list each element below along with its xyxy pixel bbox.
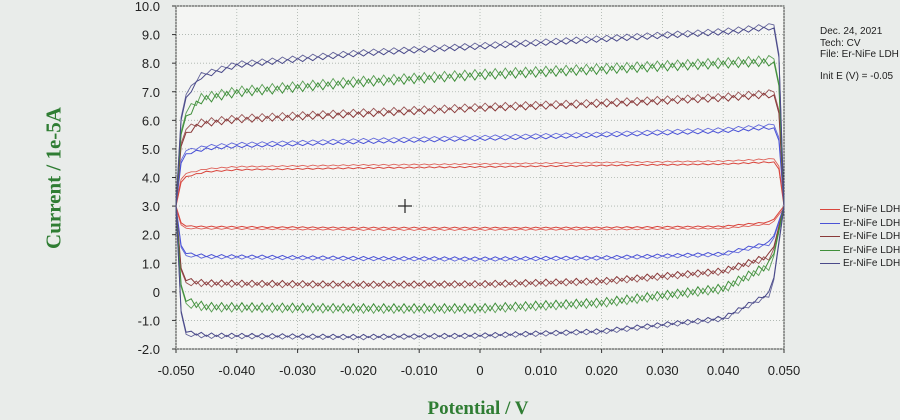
y-tick-label: 8.0 xyxy=(142,56,160,71)
cv-series xyxy=(175,158,785,231)
x-tick-label: 0.030 xyxy=(646,363,679,378)
legend-swatch xyxy=(820,249,840,251)
x-tick-label: 0.040 xyxy=(707,363,740,378)
y-tick-label: 10.0 xyxy=(135,0,160,14)
cv-series xyxy=(175,89,785,290)
info-parameters: Init E (V) = -0.05High E (V) = 0.05Low E… xyxy=(820,71,900,83)
legend-label: Er-NiFe LDH xyxy=(843,244,900,256)
info-date: Dec. 24, 2021 xyxy=(820,26,883,37)
x-tick-label: -0.050 xyxy=(158,363,195,378)
y-axis-label: Current / 1e-5A xyxy=(41,107,66,249)
anodic-sweep-line xyxy=(175,92,785,207)
grid xyxy=(175,5,785,350)
legend-label: Er-NiFe LDH xyxy=(843,231,900,243)
legend: Er-NiFe LDH Er-NiFe LDH Er-NiFe LDH Er-NiFe… xyxy=(820,203,900,271)
crosshair-cursor-icon xyxy=(398,199,412,213)
cathodic-sweep-line-2 xyxy=(175,207,785,262)
cathodic-sweep-line-2 xyxy=(175,208,785,315)
y-tick-label: 0 xyxy=(153,285,160,300)
legend-swatch xyxy=(820,263,840,265)
x-tick-label: 0.010 xyxy=(525,363,558,378)
anodic-sweep-line xyxy=(175,161,785,207)
cathodic-sweep-line xyxy=(175,206,785,339)
legend-swatch xyxy=(820,236,840,238)
y-tick-label: 1.0 xyxy=(142,256,160,271)
legend-item: Er-NiFe LDH xyxy=(820,257,900,271)
cathodic-sweep-line-2 xyxy=(175,207,785,231)
anodic-sweep-line-2 xyxy=(175,23,785,204)
y-tick-label: -2.0 xyxy=(138,342,160,357)
x-tick-label: -0.030 xyxy=(279,363,316,378)
anodic-sweep-line-2 xyxy=(175,158,785,204)
legend-swatch xyxy=(820,222,840,224)
x-tick-label: -0.040 xyxy=(218,363,255,378)
cv-curves xyxy=(175,23,785,341)
legend-label: Er-NiFe LDH xyxy=(843,258,900,270)
legend-item: Er-NiFe LDH xyxy=(820,244,900,258)
cv-series xyxy=(175,23,785,341)
y-tick-label: 7.0 xyxy=(142,85,160,100)
y-tick-label: 2.0 xyxy=(142,228,160,243)
x-axis-label: Potential / V xyxy=(427,398,529,419)
x-tick-label: -0.010 xyxy=(401,363,438,378)
legend-item: Er-NiFe LDH xyxy=(820,230,900,244)
y-tick-label: 6.0 xyxy=(142,113,160,128)
cathodic-sweep-line xyxy=(175,205,785,229)
x-tick-label: 0.050 xyxy=(768,363,801,378)
anodic-sweep-line-2 xyxy=(175,123,785,204)
cathodic-sweep-line xyxy=(175,205,785,288)
y-tick-label: 9.0 xyxy=(142,28,160,43)
cv-series xyxy=(175,123,785,262)
cv-series xyxy=(175,54,785,315)
x-tick-label: 0 xyxy=(476,363,483,378)
legend-label: Er-NiFe LDH xyxy=(843,204,900,216)
y-tick-label: -1.0 xyxy=(138,313,160,328)
legend-swatch xyxy=(820,209,840,211)
cathodic-sweep-line-2 xyxy=(175,208,785,341)
legend-item: Er-NiFe LDH xyxy=(820,203,900,217)
experiment-info-panel: Dec. 24, 2021 Tech: CV File: Er-NiFe LDH… xyxy=(820,26,900,82)
legend-item: Er-NiFe LDH xyxy=(820,217,900,231)
cathodic-sweep-line xyxy=(175,205,785,313)
legend-label: Er-NiFe LDH xyxy=(843,217,900,229)
anodic-sweep-line-2 xyxy=(175,54,785,204)
info-parameter: Init E (V) = -0.05 xyxy=(820,70,894,82)
y-tick-label: 3.0 xyxy=(142,199,160,214)
x-tick-label: 0.020 xyxy=(585,363,618,378)
y-tick-label: 4.0 xyxy=(142,171,160,186)
y-tick-label: 5.0 xyxy=(142,142,160,157)
axis-ticks: -0.050 -0.040 -0.030 -0.020 -0.010 0 0.010 0.02… xyxy=(135,0,801,378)
anodic-sweep-line xyxy=(175,57,785,207)
x-tick-label: -0.020 xyxy=(340,363,377,378)
cathodic-sweep-line-2 xyxy=(175,207,785,290)
info-file: File: Er-NiFe LDH xyxy=(820,49,899,61)
anodic-sweep-line-2 xyxy=(175,89,785,204)
anodic-sweep-line xyxy=(175,126,785,207)
info-technique: Tech: CV xyxy=(820,37,861,49)
